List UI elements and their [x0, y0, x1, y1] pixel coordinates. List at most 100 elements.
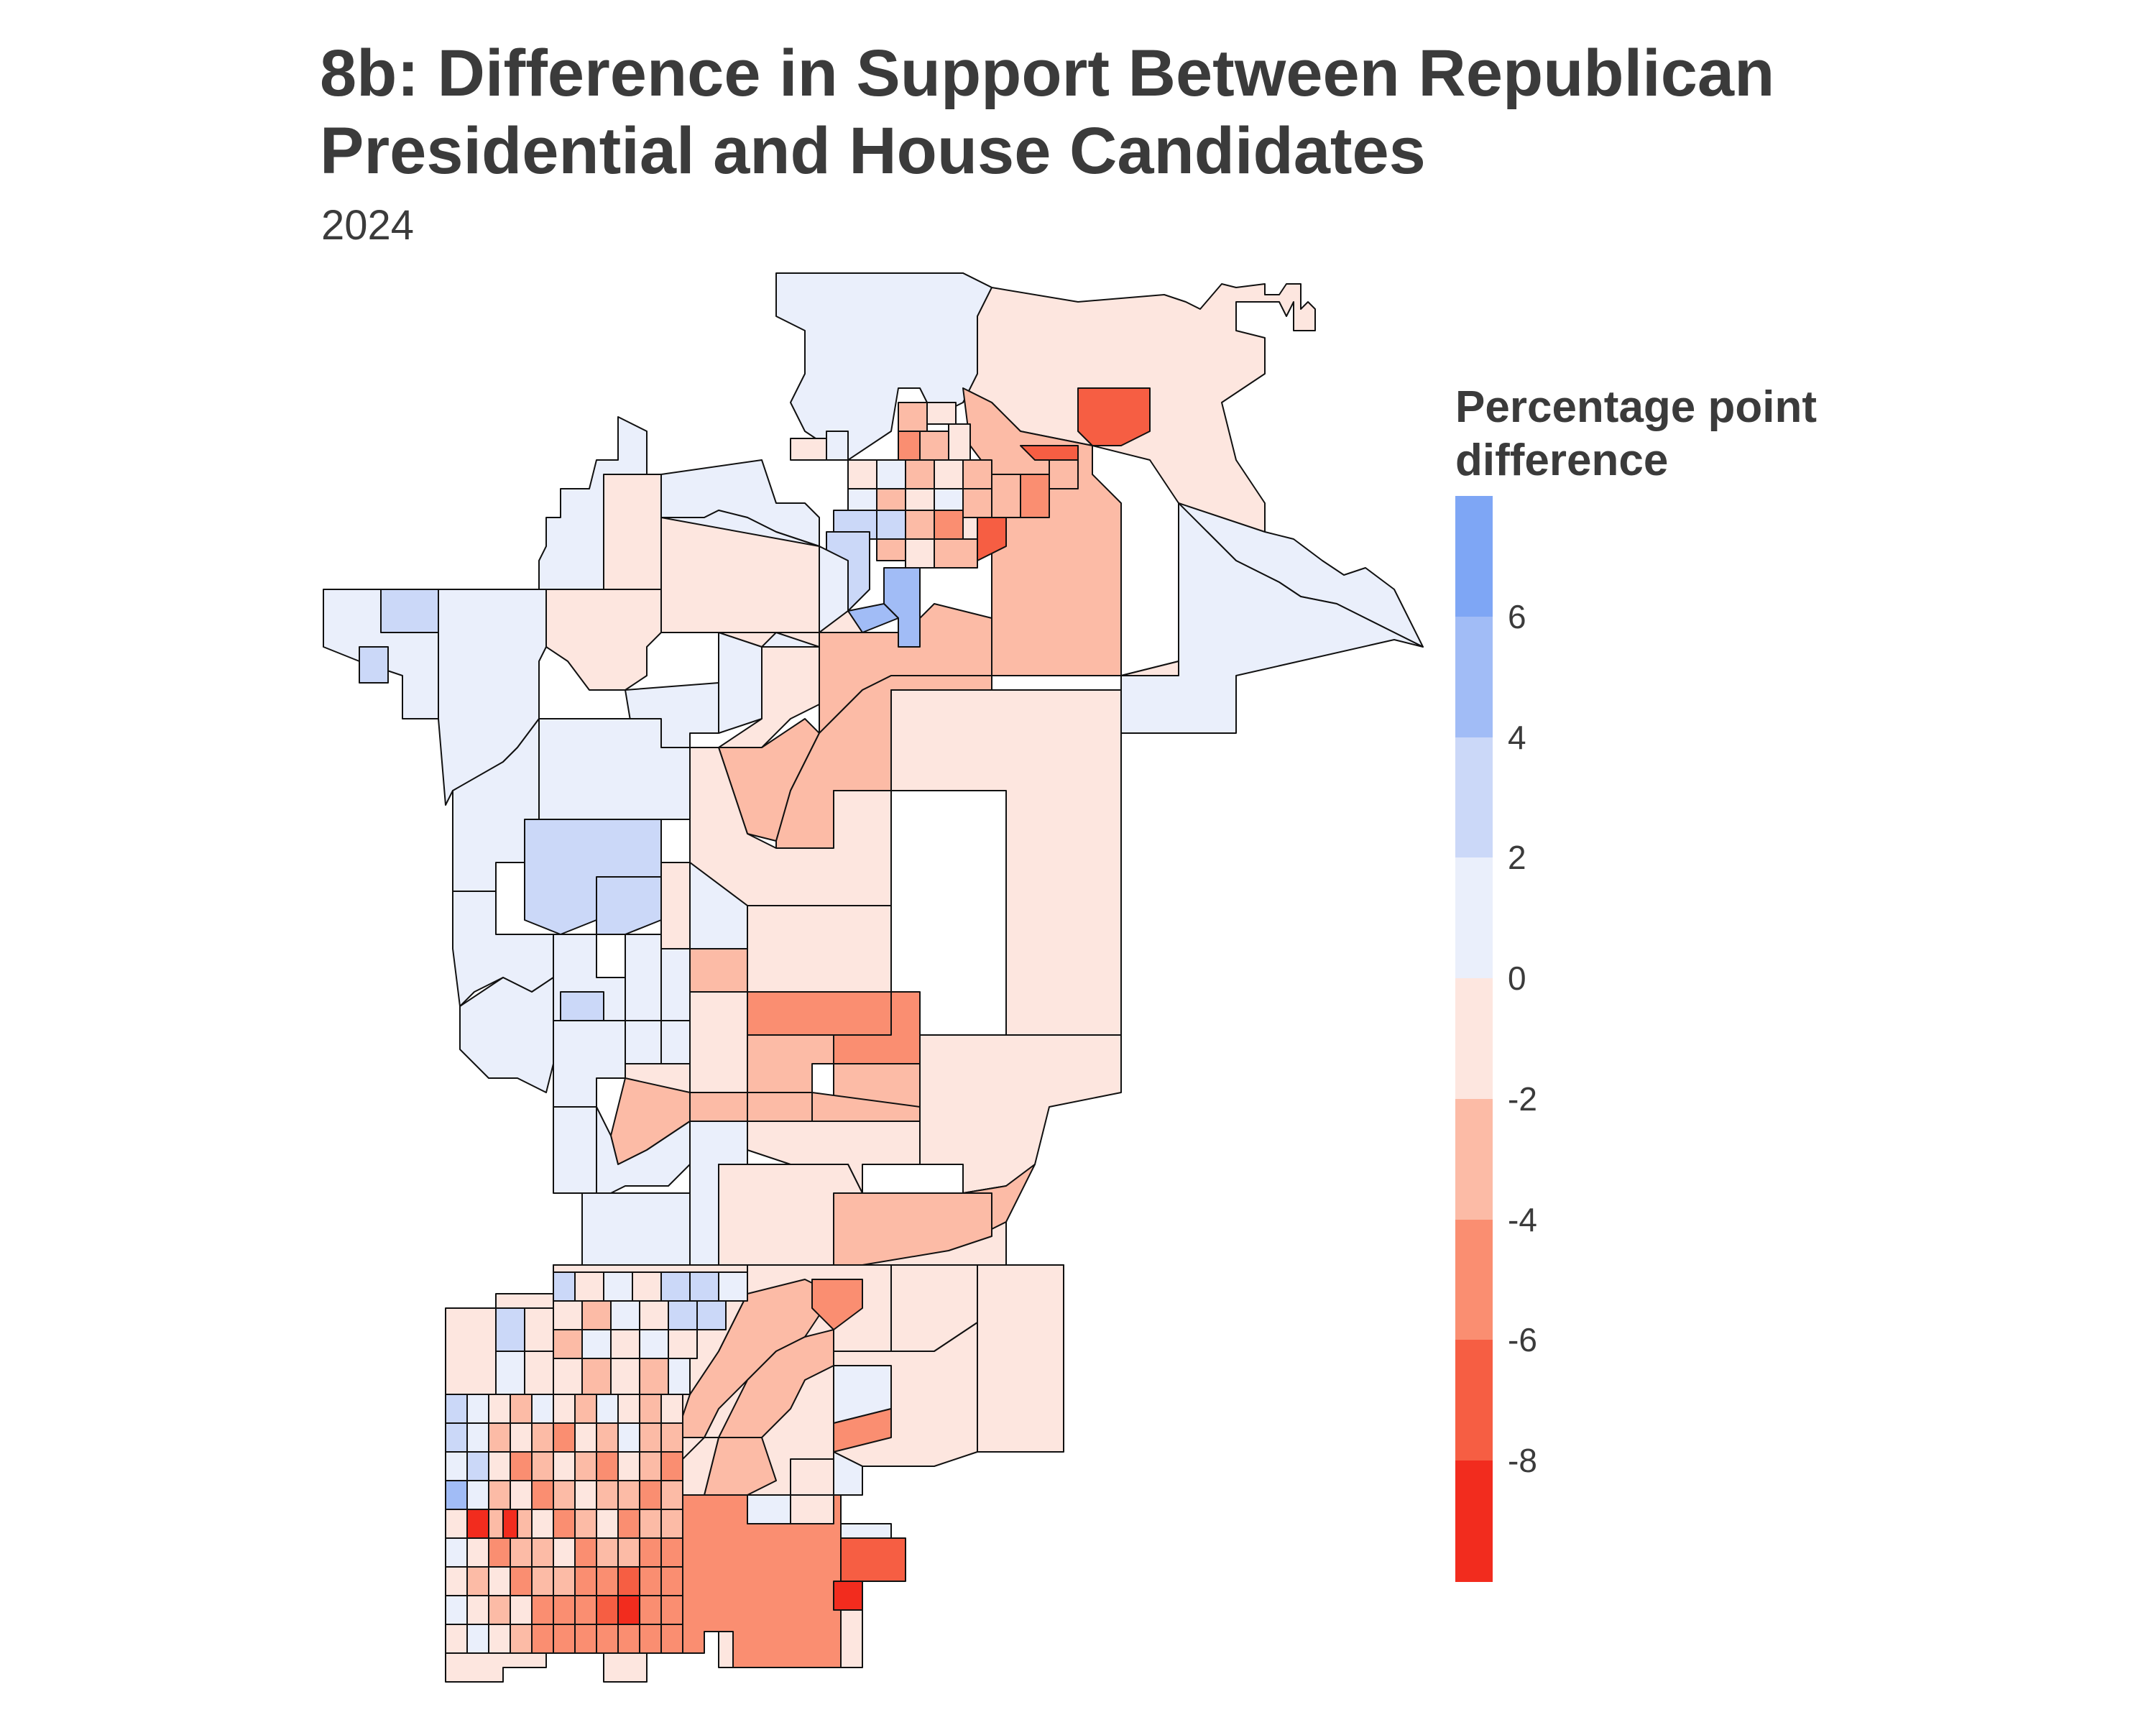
- precinct-shape: [553, 1566, 576, 1596]
- precinct-shape: [574, 1566, 597, 1596]
- precinct-shape: [531, 1537, 554, 1568]
- precinct-shape: [660, 1537, 683, 1568]
- precinct-shape: [747, 991, 892, 1036]
- legend-swatch: [1455, 616, 1493, 738]
- precinct-shape: [596, 1394, 619, 1424]
- precinct-shape: [617, 1394, 640, 1424]
- precinct-shape: [905, 488, 935, 511]
- precinct-shape: [553, 1595, 576, 1625]
- precinct-shape: [596, 1537, 619, 1568]
- precinct-shape: [488, 1394, 511, 1424]
- precinct-shape: [610, 1358, 640, 1395]
- legend-swatch: [1455, 1219, 1493, 1341]
- precinct-shape: [1077, 387, 1151, 446]
- precinct-shape: [531, 1394, 554, 1424]
- precinct-shape: [811, 1279, 863, 1330]
- precinct-shape: [905, 510, 935, 540]
- precinct-shape: [553, 1480, 576, 1510]
- precinct-shape: [553, 1106, 597, 1194]
- precinct-shape: [560, 991, 604, 1021]
- precinct-shape: [445, 1537, 468, 1568]
- precinct-shape: [660, 1624, 683, 1654]
- precinct-shape: [445, 1422, 468, 1453]
- precinct-shape: [488, 1480, 511, 1510]
- precinct-shape: [531, 1480, 554, 1510]
- precinct-shape: [488, 1422, 511, 1453]
- precinct-shape: [962, 459, 992, 489]
- precinct-shape: [898, 402, 928, 432]
- precinct-shape: [890, 689, 1122, 1036]
- precinct-shape: [596, 1624, 619, 1654]
- precinct-shape: [488, 1595, 511, 1625]
- precinct-shape: [524, 1351, 554, 1395]
- precinct-shape: [574, 1537, 597, 1568]
- precinct-shape: [660, 1451, 683, 1481]
- legend-swatch: [1455, 978, 1493, 1100]
- legend-swatch: [1455, 737, 1493, 859]
- precinct-shape: [466, 1566, 489, 1596]
- precinct-shape: [668, 1329, 698, 1359]
- legend-title: Percentage point difference: [1455, 381, 1817, 487]
- precinct-shape: [919, 431, 949, 461]
- precinct-shape: [898, 431, 921, 461]
- precinct-shape: [553, 1422, 576, 1453]
- precinct-shape: [574, 1509, 597, 1539]
- precinct-shape: [639, 1394, 662, 1424]
- precinct-shape: [574, 1451, 597, 1481]
- precinct-shape: [660, 862, 691, 949]
- precinct-shape: [668, 1358, 691, 1395]
- precinct-shape: [617, 1624, 640, 1654]
- precinct-shape: [747, 905, 892, 993]
- precinct-shape: [553, 1624, 576, 1654]
- precinct-shape: [531, 1566, 554, 1596]
- precinct-shape: [991, 661, 1179, 676]
- precinct-shape: [531, 1595, 554, 1625]
- precinct-shape: [596, 1451, 619, 1481]
- precinct-shape: [934, 510, 964, 540]
- precinct-shape: [610, 1329, 640, 1359]
- precinct-shape: [574, 1480, 597, 1510]
- precinct-shape: [668, 1300, 698, 1330]
- precinct-shape: [510, 1566, 533, 1596]
- precinct-shape: [495, 1307, 525, 1352]
- precinct-shape: [553, 1329, 583, 1359]
- precinct-shape: [596, 876, 662, 935]
- precinct-shape: [466, 1451, 489, 1481]
- precinct-shape: [876, 488, 906, 511]
- precinct-shape: [380, 589, 439, 633]
- precinct-shape: [603, 474, 662, 590]
- precinct-shape: [488, 1537, 511, 1568]
- precinct-shape: [574, 1624, 597, 1654]
- precinct-shape: [510, 1537, 533, 1568]
- precinct-shape: [625, 934, 662, 1021]
- precinct-shape: [660, 1595, 683, 1625]
- precinct-shape: [1049, 459, 1079, 489]
- precinct-shape: [617, 1566, 640, 1596]
- precinct-shape: [510, 1394, 533, 1424]
- precinct-shape: [574, 1394, 597, 1424]
- legend-tick-label: -4: [1508, 1200, 1537, 1238]
- precinct-shape: [617, 1595, 640, 1625]
- precinct-shape: [962, 488, 992, 518]
- precinct-shape: [1020, 474, 1050, 518]
- precinct-shape: [991, 474, 1021, 518]
- map-subtitle: 2024: [321, 202, 415, 249]
- precinct-shape: [948, 423, 971, 461]
- precinct-shape: [840, 1537, 906, 1582]
- legend-swatch: [1455, 1098, 1493, 1220]
- precinct-shape: [934, 459, 964, 489]
- precinct-shape: [660, 1394, 683, 1424]
- precinct-shape: [625, 1020, 662, 1064]
- precinct-shape: [466, 1394, 489, 1424]
- precinct-shape: [553, 1358, 583, 1395]
- precinct-shape: [617, 1451, 640, 1481]
- precinct-shape: [553, 1300, 583, 1330]
- precinct-shape: [545, 589, 662, 691]
- legend-tick-label: -8: [1508, 1442, 1537, 1480]
- precinct-shape: [718, 1271, 748, 1302]
- legend-tick-label: -2: [1508, 1080, 1537, 1118]
- precinct-shape: [660, 1422, 683, 1453]
- precinct-shape: [531, 1451, 554, 1481]
- precinct-shape: [617, 1509, 640, 1539]
